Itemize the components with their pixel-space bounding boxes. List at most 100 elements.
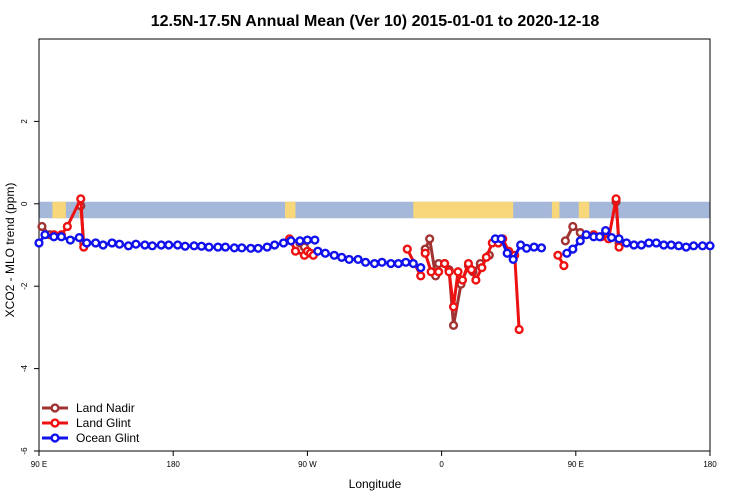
ocean-glint-point [614, 234, 624, 244]
ocean-glint-point [681, 242, 691, 252]
x-tick-label: 90 E [31, 460, 47, 469]
ocean-glint-point [529, 242, 539, 252]
legend-item-land-nadir: Land Nadir [42, 401, 135, 415]
ocean-glint-point [131, 239, 141, 249]
ocean-glint-point [502, 248, 512, 258]
ocean-glint-point [606, 232, 617, 243]
land-nadir-point [448, 320, 459, 330]
ocean-glint-point [629, 240, 639, 250]
series-layer [34, 194, 715, 335]
ocean-glint-point [74, 232, 84, 243]
ocean-glint-point [164, 240, 174, 250]
ocean-glint-point [360, 257, 371, 267]
ocean-glint-point [278, 238, 289, 248]
land-glint-point [477, 263, 487, 273]
land-glint-point [471, 275, 481, 285]
ocean-glint-point [107, 238, 117, 248]
land-nadir-point [425, 234, 435, 244]
land-glint-point [290, 246, 301, 256]
ocean-glint-point [147, 241, 157, 251]
ocean-glint-point [49, 232, 59, 242]
land-glint-point [420, 248, 430, 258]
ocean-glint-point [568, 244, 578, 254]
ocean-glint-point [237, 243, 247, 253]
ocean-glint-point [562, 248, 572, 258]
legend-swatch-marker [50, 403, 60, 413]
x-tick-label: 180 [703, 460, 717, 469]
land-glint-point [416, 271, 426, 281]
ocean-glint-point [601, 225, 611, 236]
y-tick-label: -4 [20, 364, 29, 372]
ocean-glint-point [688, 241, 699, 251]
land-nadir-point [37, 221, 47, 232]
ocean-glint-point [156, 240, 166, 250]
ocean-glint-point [114, 239, 125, 249]
ocean-glint-point [595, 232, 605, 242]
ocean-glint-point [369, 258, 380, 269]
land-glint-point [559, 261, 569, 271]
land-glint-point [553, 250, 563, 260]
ocean-glint-point [262, 242, 272, 252]
ocean-glint-point [189, 241, 199, 251]
ocean-glint-point [659, 240, 669, 250]
ocean-glint-point [246, 243, 256, 253]
y-tick-label: 0 [20, 201, 29, 206]
land-nadir-point [560, 236, 570, 246]
ocean-glint-point [337, 252, 347, 262]
ocean-glint-point [581, 230, 591, 240]
land-segment [413, 201, 514, 219]
ocean-glint-point [393, 258, 403, 269]
x-tick-label: 90 E [568, 460, 584, 469]
ocean-glint-point [229, 243, 239, 253]
ocean-glint-point [269, 240, 280, 250]
ocean-glint-point [320, 248, 330, 258]
y-tick-label: 2 [20, 119, 29, 124]
land-glint-point [453, 267, 463, 277]
ocean-glint-point [621, 238, 632, 248]
legend-swatch-marker [50, 433, 60, 443]
ocean-glint-point [408, 258, 418, 269]
legend-label: Ocean Glint [76, 431, 140, 445]
ocean-glint-point [344, 254, 354, 265]
land-glint-point [76, 194, 86, 204]
ocean-glint-point [310, 235, 320, 245]
ocean-glint-point [666, 240, 676, 250]
land-segment [551, 201, 560, 219]
ocean-glint-point [416, 263, 426, 273]
ocean-glint-point [295, 236, 305, 246]
land-glint-point [466, 265, 477, 275]
ocean-glint-point [401, 257, 411, 267]
legend-swatch-marker [50, 418, 60, 428]
ocean-glint-point [697, 241, 708, 251]
ocean-glint-point [353, 254, 363, 265]
ocean-glint-point [705, 241, 715, 251]
ocean-band [39, 201, 710, 219]
ocean-glint-point [180, 241, 190, 251]
x-tick-label: 180 [167, 460, 181, 469]
ocean-glint-point [91, 238, 101, 248]
x-tick-label: 0 [439, 460, 444, 469]
x-axis-label: Longitude [349, 477, 402, 491]
ocean-glint-point [123, 241, 134, 251]
legend-item-land-glint: Land Glint [42, 416, 131, 430]
ocean-glint-point [40, 230, 50, 240]
y-axis-label: XCO2 - MLO trend (ppm) [3, 183, 17, 318]
ocean-glint-point [536, 243, 547, 253]
ocean-glint-point [496, 234, 506, 244]
ocean-glint-point [386, 258, 396, 269]
y-axis: -6 -4 -2 0 2 [20, 119, 39, 455]
ocean-glint-point [674, 241, 684, 251]
ocean-glint-point [286, 236, 296, 246]
y-tick-label: -6 [20, 447, 29, 455]
ocean-glint-point [34, 238, 44, 248]
land-glint-point [611, 194, 621, 204]
ocean-glint-point [220, 242, 230, 252]
land-segment [285, 201, 296, 219]
ocean-glint-point [204, 242, 214, 252]
ocean-glint-point [636, 240, 647, 250]
legend-label: Land Nadir [76, 401, 135, 415]
ocean-glint-point [329, 250, 339, 260]
land-glint-point [426, 267, 436, 277]
ocean-glint-point [521, 243, 532, 253]
